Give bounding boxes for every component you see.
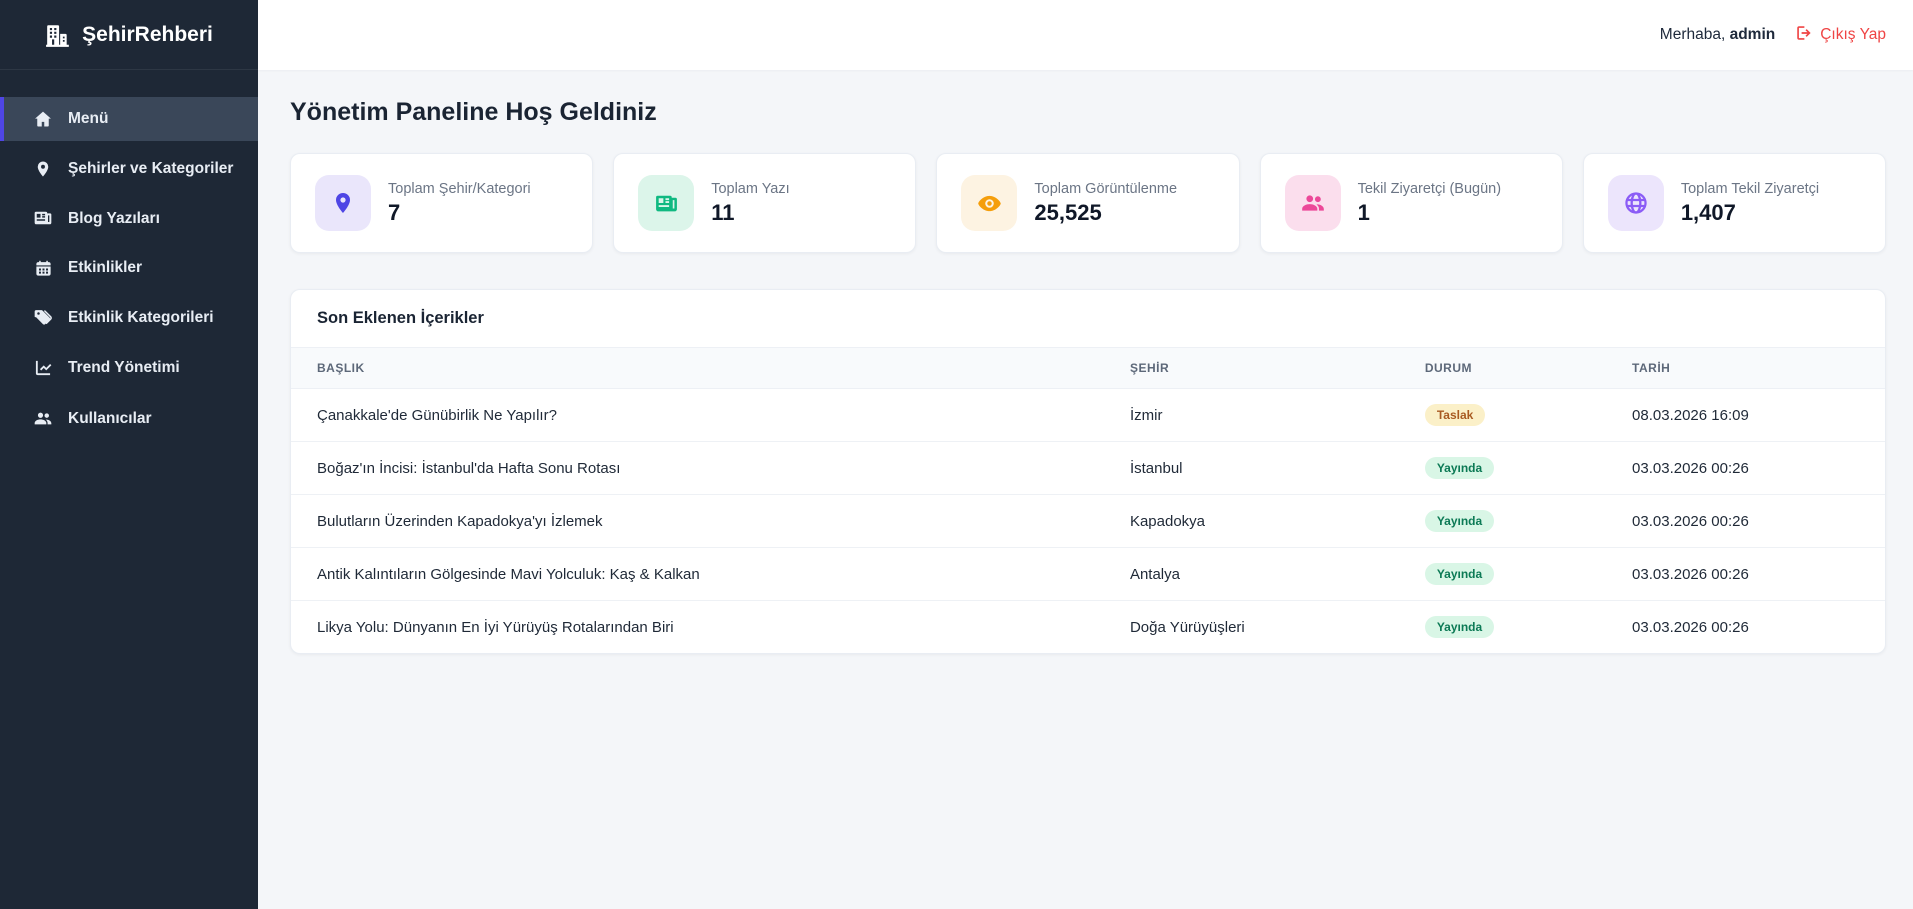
stat-value: 1 [1357,199,1370,225]
users-icon [33,408,53,429]
stat-label: Toplam Görüntülenme [1034,180,1178,197]
cell-date: 03.03.2026 00:26 [1606,494,1885,548]
table-row[interactable]: Bulutların Üzerinden Kapadokya'yı İzleme… [291,494,1885,548]
status-badge: Yayında [1424,616,1495,638]
stat-value: 11 [711,199,735,225]
tags-icon [33,308,53,328]
sidebar-item-label: Blog Yazıları [68,209,160,227]
cell-city: Doğa Yürüyüşleri [1129,618,1245,636]
column-header-title: BAŞLIK [291,347,1104,389]
table-row[interactable]: Boğaz'ın İncisi: İstanbul'da Hafta Sonu … [291,441,1885,495]
stat-card-total-unique-visitors: Toplam Tekil Ziyaretçi 1,407 [1582,153,1887,253]
stat-card-unique-visitors-today: Tekil Ziyaretçi (Bugün) 1 [1259,153,1563,253]
chart-line-icon [33,358,53,378]
logout-label: Çıkış Yap [1820,26,1886,43]
stat-card-total-views: Toplam Görüntülenme 25,525 [936,153,1240,253]
page-content: Yönetim Paneline Hoş Geldiniz Toplam Şeh… [258,70,1913,909]
cell-city: İstanbul [1103,441,1399,495]
city-icon [45,22,71,48]
stat-value: 7 [388,199,401,225]
table-header-row: BAŞLIK ŞEHİR DURUM TARİH [291,347,1885,389]
stat-card-total-cities: Toplam Şehir/Kategori 7 [290,153,594,253]
status-badge: Taslak [1424,404,1486,426]
sidebar-item-trend-management[interactable]: Trend Yönetimi [0,346,258,390]
stat-card-total-posts: Toplam Yazı 11 [613,153,917,253]
stat-cards: Toplam Şehir/Kategori 7 Toplam Yazı 11 [290,153,1887,253]
user-greeting: Merhaba, admin [1660,26,1775,44]
cell-date: 03.03.2026 00:26 [1632,618,1749,636]
recent-content-table: BAŞLIK ŞEHİR DURUM TARİH Çanakkale'de Gü… [291,347,1885,653]
sidebar-item-menu[interactable]: Menü [0,97,258,141]
sidebar-item-label: Menü [68,110,109,128]
stat-label: Toplam Şehir/Kategori [388,180,531,197]
newspaper-icon [638,175,695,231]
stat-text: Toplam Görüntülenme 25,525 [1034,181,1177,226]
column-header-status: DURUM [1398,347,1607,389]
sidebar-nav: Menü Şehirler ve Kategoriler Blog Yazıla… [0,70,258,444]
users-icon [1284,175,1341,231]
sidebar-item-label: Trend Yönetimi [68,359,180,377]
cell-title: Likya Yolu: Dünyanın En İyi Yürüyüş Rota… [317,618,674,636]
stat-text: Toplam Yazı 11 [711,181,789,226]
newspaper-icon [33,208,53,228]
app-name: ŞehirRehberi [82,22,213,46]
calendar-icon [33,259,53,278]
status-badge: Yayında [1424,563,1495,585]
cell-date: 03.03.2026 00:26 [1606,441,1885,495]
cell-city: Antalya [1103,547,1399,601]
stat-label: Tekil Ziyaretçi (Bugün) [1357,180,1502,197]
sidebar-item-label: Etkinlik Kategorileri [68,309,214,327]
topbar: Merhaba, admin Çıkış Yap [258,0,1913,70]
stat-text: Toplam Şehir/Kategori 7 [388,181,531,226]
cell-title: Boğaz'ın İncisi: İstanbul'da Hafta Sonu … [291,441,1104,495]
main-area: Merhaba, admin Çıkış Yap Yönetim Panelin… [258,0,1913,909]
cell-title: Bulutların Üzerinden Kapadokya'yı İzleme… [291,494,1104,548]
stat-label: Toplam Yazı [711,180,790,197]
logout-button[interactable]: Çıkış Yap [1795,24,1886,47]
eye-icon [961,175,1018,231]
sidebar-item-users[interactable]: Kullanıcılar [0,396,258,441]
sidebar-item-events[interactable]: Etkinlikler [0,246,258,289]
sidebar-item-label: Şehirler ve Kategoriler [68,160,234,177]
recent-content-card: Son Eklenen İçerikler BAŞLIK ŞEHİR DURUM… [290,289,1886,654]
cell-city: İzmir [1103,388,1399,442]
column-header-date: TARİH [1606,347,1885,389]
column-header-city: ŞEHİR [1103,347,1399,389]
cell-city: Kapadokya [1103,494,1399,548]
sidebar-item-label: Kullanıcılar [68,409,152,427]
page-title: Yönetim Paneline Hoş Geldiniz [290,98,657,126]
cell-date: 03.03.2026 00:26 [1606,547,1885,601]
app-logo[interactable]: ŞehirRehberi [0,0,258,70]
sign-out-icon [1795,24,1813,47]
stat-label: Toplam Tekil Ziyaretçi [1680,180,1820,197]
cell-title: Çanakkale'de Günübirlik Ne Yapılır? [291,388,1104,442]
sidebar-item-cities-categories[interactable]: Şehirler ve Kategoriler [0,147,258,190]
sidebar-item-label: Etkinlikler [68,259,143,277]
recent-content-title: Son Eklenen İçerikler [317,309,484,327]
map-pin-icon [315,175,371,231]
username: admin [1729,26,1776,43]
table-row[interactable]: Çanakkale'de Günübirlik Ne Yapılır? İzmi… [291,388,1885,442]
status-badge: Yayında [1424,457,1495,479]
map-pin-icon [33,160,53,178]
stat-text: Toplam Tekil Ziyaretçi 1,407 [1681,181,1819,226]
table-row[interactable]: Likya Yolu: Dünyanın En İyi Yürüyüş Rota… [291,601,1885,654]
status-badge: Yayında [1424,510,1495,532]
greeting-text: Merhaba, [1659,26,1726,43]
cell-title: Antik Kalıntıların Gölgesinde Mavi Yolcu… [291,547,1104,601]
stat-value: 25,525 [1034,199,1102,225]
sidebar-item-blog-posts[interactable]: Blog Yazıları [0,196,258,240]
stat-value: 1,407 [1680,199,1736,225]
home-icon [33,109,53,129]
sidebar-item-event-categories[interactable]: Etkinlik Kategorileri [0,296,258,340]
stat-text: Tekil Ziyaretçi (Bugün) 1 [1358,181,1501,226]
table-row[interactable]: Antik Kalıntıların Gölgesinde Mavi Yolcu… [291,547,1885,601]
sidebar: ŞehirRehberi Menü Şehirler ve Kategorile… [0,0,258,909]
cell-date: 08.03.2026 16:09 [1606,388,1885,442]
globe-icon [1607,175,1664,231]
